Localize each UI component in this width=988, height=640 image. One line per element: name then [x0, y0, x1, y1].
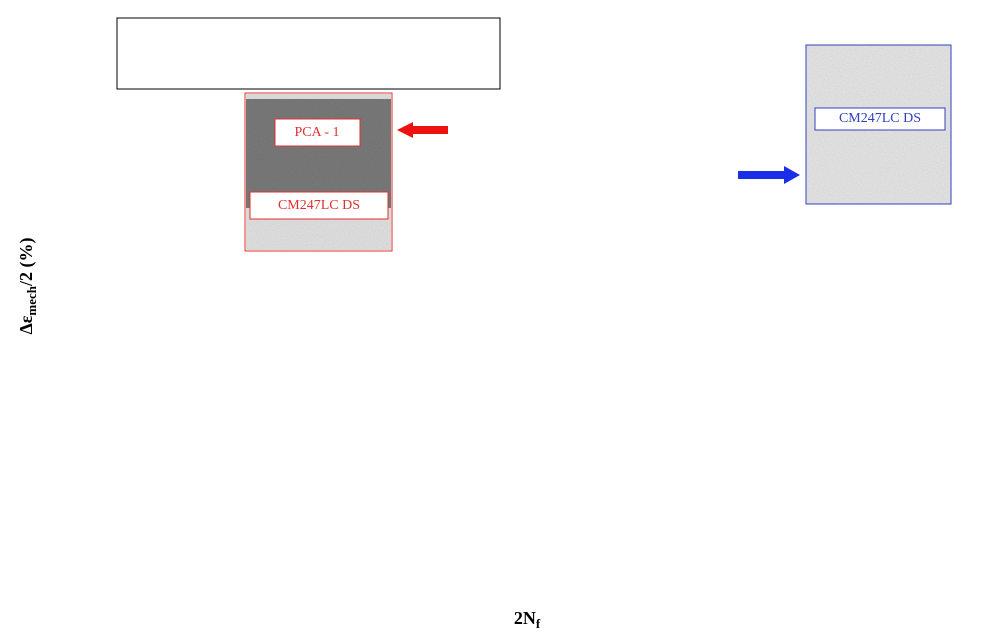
- y-axis-label: Δεmech/2 (%): [16, 237, 39, 334]
- arrow: [397, 122, 448, 138]
- micrograph-ds: CM247LC DS: [738, 45, 951, 204]
- annotation: CM247LC DS: [278, 198, 360, 213]
- x-axis-label: 2Nf: [514, 608, 541, 631]
- arrow: [738, 166, 800, 184]
- micrograph-pca: PCA - 1 CM247LC DS: [245, 93, 448, 251]
- chart: PCA - 1 CM247LC DS CM247LC DS 2Nf Δεmech…: [0, 0, 988, 640]
- annotation: CM247LC DS: [839, 111, 921, 126]
- legend: [117, 18, 500, 89]
- annotation: PCA - 1: [294, 125, 339, 140]
